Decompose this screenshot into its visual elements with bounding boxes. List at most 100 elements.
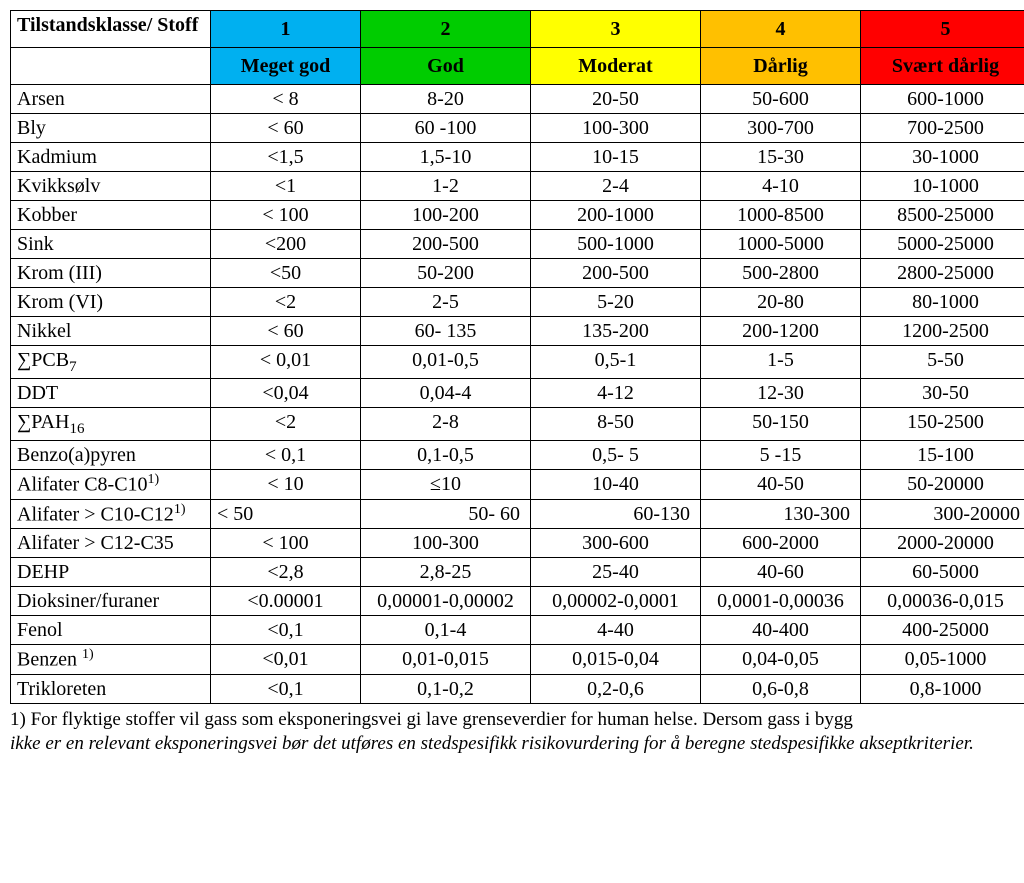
cell: 50-20000 xyxy=(861,470,1024,500)
row-label: Benzen 1) xyxy=(11,645,211,675)
cell: < 60 xyxy=(211,114,361,143)
cell: 8-20 xyxy=(361,85,531,114)
cell: 50-600 xyxy=(701,85,861,114)
cell: 100-300 xyxy=(361,529,531,558)
cell: 5000-25000 xyxy=(861,230,1024,259)
cell: 40-50 xyxy=(701,470,861,500)
cell: 0,04-0,05 xyxy=(701,645,861,675)
cell: 0,1-4 xyxy=(361,616,531,645)
row-label: Krom (VI) xyxy=(11,288,211,317)
cell: <2,8 xyxy=(211,558,361,587)
cell: 10-40 xyxy=(531,470,701,500)
cell: 600-2000 xyxy=(701,529,861,558)
header-col-5-name: Svært dårlig xyxy=(861,48,1024,85)
cell: < 100 xyxy=(211,529,361,558)
row-label: DEHP xyxy=(11,558,211,587)
cell: 8-50 xyxy=(531,408,701,441)
cell: 0,01-0,5 xyxy=(361,346,531,379)
cell: 1000-8500 xyxy=(701,201,861,230)
header-col-3-name: Moderat xyxy=(531,48,701,85)
cell: 0,015-0,04 xyxy=(531,645,701,675)
cell: 0,6-0,8 xyxy=(701,674,861,703)
cell: 2800-25000 xyxy=(861,259,1024,288)
row-label: Kobber xyxy=(11,201,211,230)
table-row: Benzo(a)pyren< 0,10,1-0,50,5- 55 -1515-1… xyxy=(11,441,1024,470)
table-row: Alifater C8-C101)< 10≤1010-4040-5050-200… xyxy=(11,470,1024,500)
cell: 0,2-0,6 xyxy=(531,674,701,703)
cell: 5-20 xyxy=(531,288,701,317)
cell: <1,5 xyxy=(211,143,361,172)
cell: 500-2800 xyxy=(701,259,861,288)
cell: 2,8-25 xyxy=(361,558,531,587)
cell: < 10 xyxy=(211,470,361,500)
cell: 60 -100 xyxy=(361,114,531,143)
cell: 80-1000 xyxy=(861,288,1024,317)
cell: 40-60 xyxy=(701,558,861,587)
cell: 500-1000 xyxy=(531,230,701,259)
table-row: Krom (III)<5050-200200-500500-28002800-2… xyxy=(11,259,1024,288)
header-col-1-name: Meget god xyxy=(211,48,361,85)
header-col-2-name: God xyxy=(361,48,531,85)
cell: 600-1000 xyxy=(861,85,1024,114)
row-label: Nikkel xyxy=(11,317,211,346)
cell: 60-130 xyxy=(531,499,701,529)
cell: < 8 xyxy=(211,85,361,114)
cell: 50-150 xyxy=(701,408,861,441)
cell: 20-80 xyxy=(701,288,861,317)
cell: 100-300 xyxy=(531,114,701,143)
cell: <0,1 xyxy=(211,616,361,645)
cell: 130-300 xyxy=(701,499,861,529)
cell: 400-25000 xyxy=(861,616,1024,645)
cell: <2 xyxy=(211,408,361,441)
header-col-5-num: 5 xyxy=(861,11,1024,48)
cell: <1 xyxy=(211,172,361,201)
cell: 8500-25000 xyxy=(861,201,1024,230)
cell: 20-50 xyxy=(531,85,701,114)
row-label: DDT xyxy=(11,379,211,408)
table-row: Kobber< 100100-200200-10001000-85008500-… xyxy=(11,201,1024,230)
row-label: Fenol xyxy=(11,616,211,645)
cell: 2000-20000 xyxy=(861,529,1024,558)
cell: < 60 xyxy=(211,317,361,346)
condition-class-table: Tilstandsklasse/ Stoff 1 2 3 4 5 Meget g… xyxy=(10,10,1024,704)
cell: <0,01 xyxy=(211,645,361,675)
header-col-4-name: Dårlig xyxy=(701,48,861,85)
cell: 4-10 xyxy=(701,172,861,201)
row-label: Bly xyxy=(11,114,211,143)
cell: 0,5- 5 xyxy=(531,441,701,470)
table-row: Arsen< 88-2020-5050-600600-1000 xyxy=(11,85,1024,114)
cell: 1000-5000 xyxy=(701,230,861,259)
cell: ≤10 xyxy=(361,470,531,500)
table-row: ∑PCB7< 0,010,01-0,50,5-11-55-50 xyxy=(11,346,1024,379)
cell: 0,00001-0,00002 xyxy=(361,587,531,616)
table-row: Krom (VI)<22-55-2020-8080-1000 xyxy=(11,288,1024,317)
header-col-2-num: 2 xyxy=(361,11,531,48)
cell: 150-2500 xyxy=(861,408,1024,441)
row-label: Alifater > C10-C121) xyxy=(11,499,211,529)
row-label: ∑PAH16 xyxy=(11,408,211,441)
cell: 0,5-1 xyxy=(531,346,701,379)
cell: 10-15 xyxy=(531,143,701,172)
cell: 1200-2500 xyxy=(861,317,1024,346)
cell: <50 xyxy=(211,259,361,288)
cell: <0.00001 xyxy=(211,587,361,616)
table-row: Dioksiner/furaner<0.000010,00001-0,00002… xyxy=(11,587,1024,616)
cell: 5 -15 xyxy=(701,441,861,470)
cell: 50-200 xyxy=(361,259,531,288)
header-corner: Tilstandsklasse/ Stoff xyxy=(11,11,211,48)
footnote-line1: 1) For flyktige stoffer vil gass som eks… xyxy=(10,709,853,730)
table-row: Alifater > C12-C35< 100100-300300-600600… xyxy=(11,529,1024,558)
cell: 10-1000 xyxy=(861,172,1024,201)
cell: 300-20000 xyxy=(861,499,1024,529)
cell: < 0,01 xyxy=(211,346,361,379)
cell: 4-40 xyxy=(531,616,701,645)
cell: 0,05-1000 xyxy=(861,645,1024,675)
cell: 0,0001-0,00036 xyxy=(701,587,861,616)
cell: 135-200 xyxy=(531,317,701,346)
table-row: Nikkel< 6060- 135135-200200-12001200-250… xyxy=(11,317,1024,346)
cell: 30-1000 xyxy=(861,143,1024,172)
table-row: Sink<200200-500500-10001000-50005000-250… xyxy=(11,230,1024,259)
cell: 2-4 xyxy=(531,172,701,201)
cell: 1-2 xyxy=(361,172,531,201)
table-row: Benzen 1)<0,010,01-0,0150,015-0,040,04-0… xyxy=(11,645,1024,675)
